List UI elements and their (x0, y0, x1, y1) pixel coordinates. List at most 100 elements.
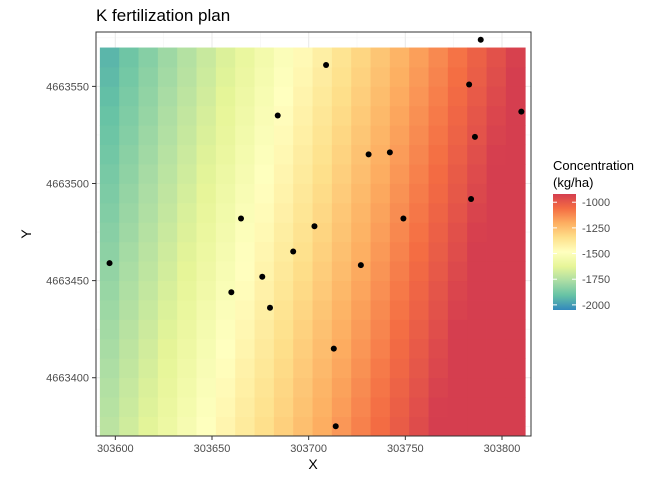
raster-cell (273, 125, 294, 146)
raster-cell (370, 300, 391, 320)
raster-cell (119, 202, 139, 223)
raster-cell (331, 183, 352, 204)
raster-cell (273, 397, 294, 417)
raster-cell (177, 300, 197, 320)
raster-cell (138, 86, 159, 107)
data-point (466, 81, 473, 88)
raster-cell (370, 86, 391, 107)
raster-cell (409, 222, 429, 243)
raster-cell (273, 377, 294, 398)
raster-cell (331, 202, 352, 223)
raster-cell (157, 144, 178, 165)
raster-cell (235, 222, 255, 243)
raster-cell (273, 105, 294, 126)
data-point (274, 112, 281, 119)
data-point (400, 215, 407, 222)
raster-layer (99, 47, 526, 436)
raster-cell (196, 202, 217, 223)
raster-cell (138, 125, 159, 146)
raster-cell (409, 358, 429, 379)
raster-cell (138, 416, 159, 436)
raster-cell (428, 319, 449, 340)
raster-cell (235, 261, 255, 282)
raster-cell (312, 164, 333, 184)
y-tick-label: 4663550 (46, 81, 89, 93)
raster-cell (119, 164, 139, 184)
raster-cell (119, 105, 139, 126)
raster-cell (254, 397, 275, 417)
raster-cell (293, 358, 313, 379)
raster-cell (409, 280, 429, 301)
raster-cell (389, 358, 410, 379)
raster-cell (467, 358, 487, 379)
raster-cell (370, 377, 391, 398)
raster-cell (409, 47, 429, 68)
raster-cell (273, 202, 294, 223)
panel-border (95, 31, 532, 437)
raster-cell (177, 397, 197, 417)
raster-cell (351, 164, 371, 184)
raster-cell (99, 338, 120, 359)
raster-cell (157, 105, 178, 126)
raster-cell (293, 377, 313, 398)
raster-cell (254, 125, 275, 146)
raster-cell (312, 319, 333, 340)
raster-cell (505, 144, 526, 165)
legend-tick-label: -1000 (582, 197, 610, 209)
raster-cell (351, 125, 371, 146)
raster-cell (428, 397, 449, 417)
raster-cell (138, 280, 159, 301)
raster-cell (254, 377, 275, 398)
raster-cell (370, 164, 391, 184)
data-point (323, 62, 330, 69)
raster-cell (293, 86, 313, 107)
raster-cell (215, 397, 236, 417)
raster-cell (409, 86, 429, 107)
raster-cell (293, 300, 313, 320)
raster-cell (196, 125, 217, 146)
raster-cell (351, 66, 371, 87)
raster-cell (312, 125, 333, 146)
raster-cell (215, 377, 236, 398)
raster-cell (215, 86, 236, 107)
raster-cell (389, 377, 410, 398)
raster-cell (428, 416, 449, 436)
raster-cell (370, 222, 391, 243)
raster-cell (293, 222, 313, 243)
raster-cell (505, 66, 526, 87)
raster-cell (428, 183, 449, 204)
raster-cell (486, 358, 507, 379)
raster-cell (254, 338, 275, 359)
raster-cell (293, 261, 313, 282)
raster-cell (138, 183, 159, 204)
y-tick-label: 4663500 (46, 179, 89, 191)
x-tick-label: 303700 (290, 443, 327, 455)
raster-cell (273, 416, 294, 436)
raster-cell (293, 338, 313, 359)
raster-cell (389, 416, 410, 436)
raster-cell (486, 164, 507, 184)
raster-cell (447, 241, 468, 262)
x-tick-label: 303650 (194, 443, 231, 455)
raster-cell (235, 47, 255, 68)
raster-cell (235, 300, 255, 320)
raster-cell (99, 47, 120, 68)
raster-cell (389, 202, 410, 223)
raster-cell (505, 319, 526, 340)
raster-cell (215, 47, 236, 68)
raster-cell (370, 261, 391, 282)
raster-cell (293, 319, 313, 340)
legend-tick-label: -2000 (582, 300, 610, 312)
raster-cell (467, 66, 487, 87)
raster-cell (157, 66, 178, 87)
raster-cell (331, 144, 352, 165)
raster-cell (273, 222, 294, 243)
data-point (468, 196, 475, 203)
raster-cell (389, 125, 410, 146)
raster-cell (254, 241, 275, 262)
raster-cell (119, 338, 139, 359)
raster-cell (196, 222, 217, 243)
raster-cell (447, 222, 468, 243)
raster-cell (177, 241, 197, 262)
raster-cell (389, 144, 410, 165)
